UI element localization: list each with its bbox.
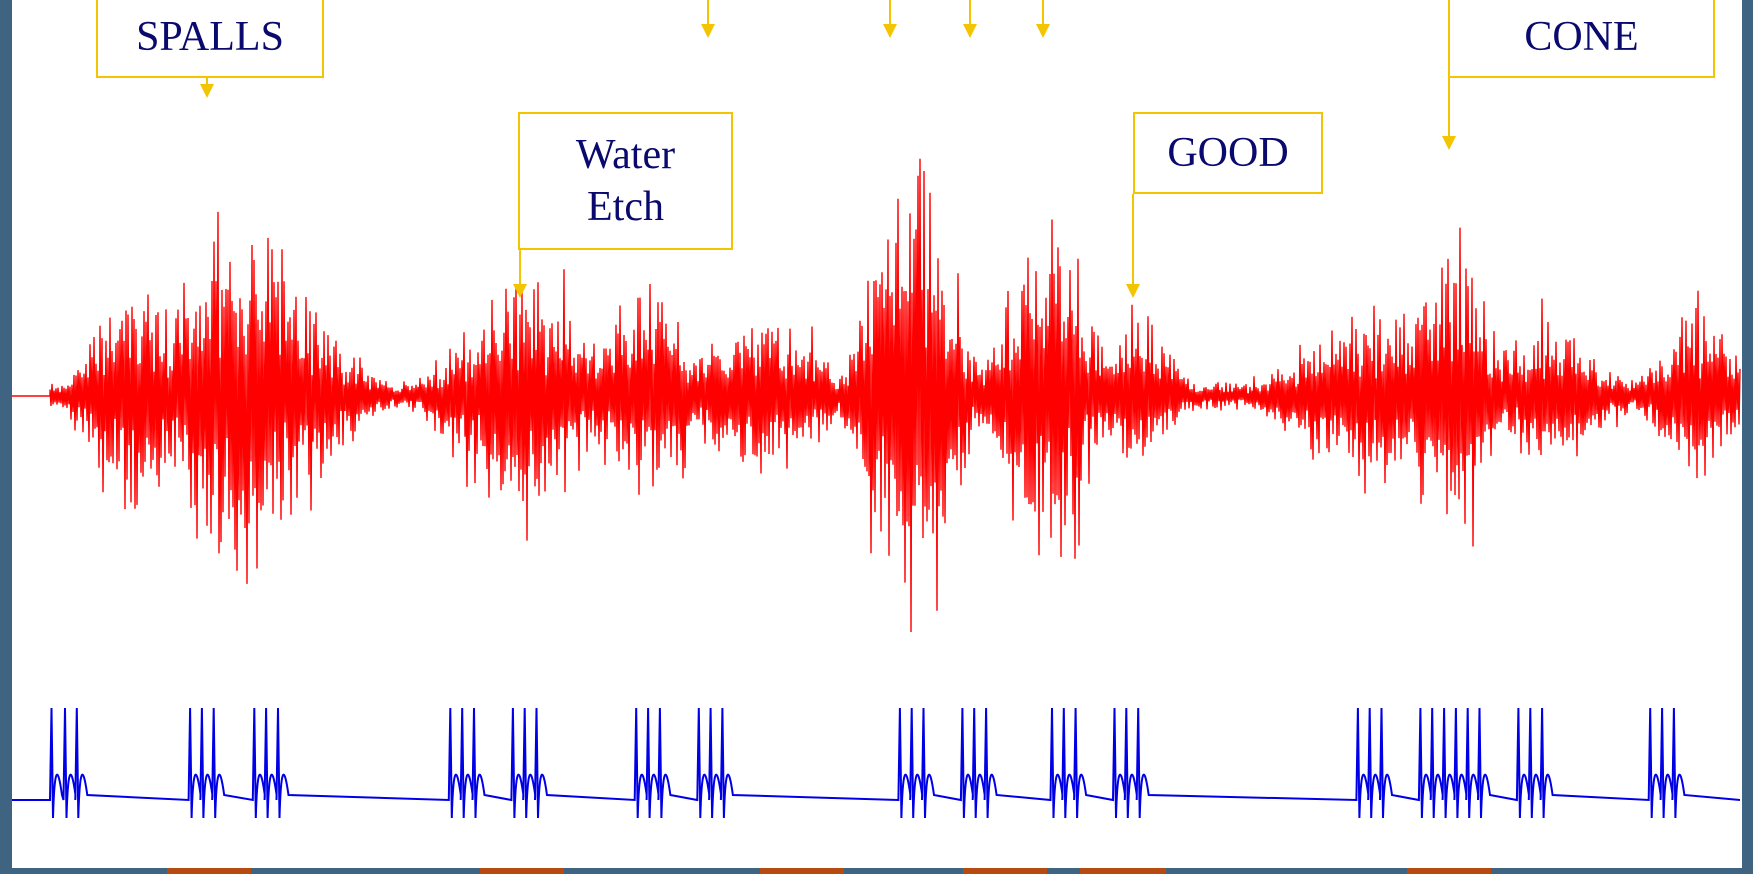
callout-arrowhead	[1442, 136, 1456, 150]
acoustic-signal-trace	[12, 158, 1741, 633]
callout-cone-label: CONE	[1524, 14, 1639, 60]
callout-arrowhead	[1036, 24, 1050, 38]
callout-arrowhead	[1126, 284, 1140, 298]
trigger-pulse-trace	[12, 707, 1741, 819]
callout-cone: CONE	[1448, 0, 1715, 78]
trigger-series-line	[12, 707, 1741, 819]
callout-spalls-label: SPALLS	[136, 14, 284, 60]
callout-arrowhead	[701, 24, 715, 38]
callout-water-etch-label: Water Etch	[575, 132, 676, 230]
callout-good: GOOD	[1133, 112, 1323, 194]
callout-arrowhead	[963, 24, 977, 38]
bottom-marker	[963, 868, 1047, 874]
callout-spalls: SPALLS	[96, 0, 324, 78]
bottom-marker	[760, 868, 844, 874]
callout-water-etch: Water Etch	[518, 112, 733, 250]
bottom-marker	[480, 868, 564, 874]
signal-series-line	[12, 158, 1741, 633]
bottom-marker	[1080, 868, 1166, 874]
bottom-marker	[1407, 868, 1491, 874]
callout-arrowhead	[883, 24, 897, 38]
bottom-markers	[167, 868, 1491, 874]
bottom-marker	[167, 868, 251, 874]
callout-arrowhead	[513, 284, 527, 298]
callout-good-label: GOOD	[1167, 130, 1289, 176]
callout-arrowhead	[200, 84, 214, 98]
